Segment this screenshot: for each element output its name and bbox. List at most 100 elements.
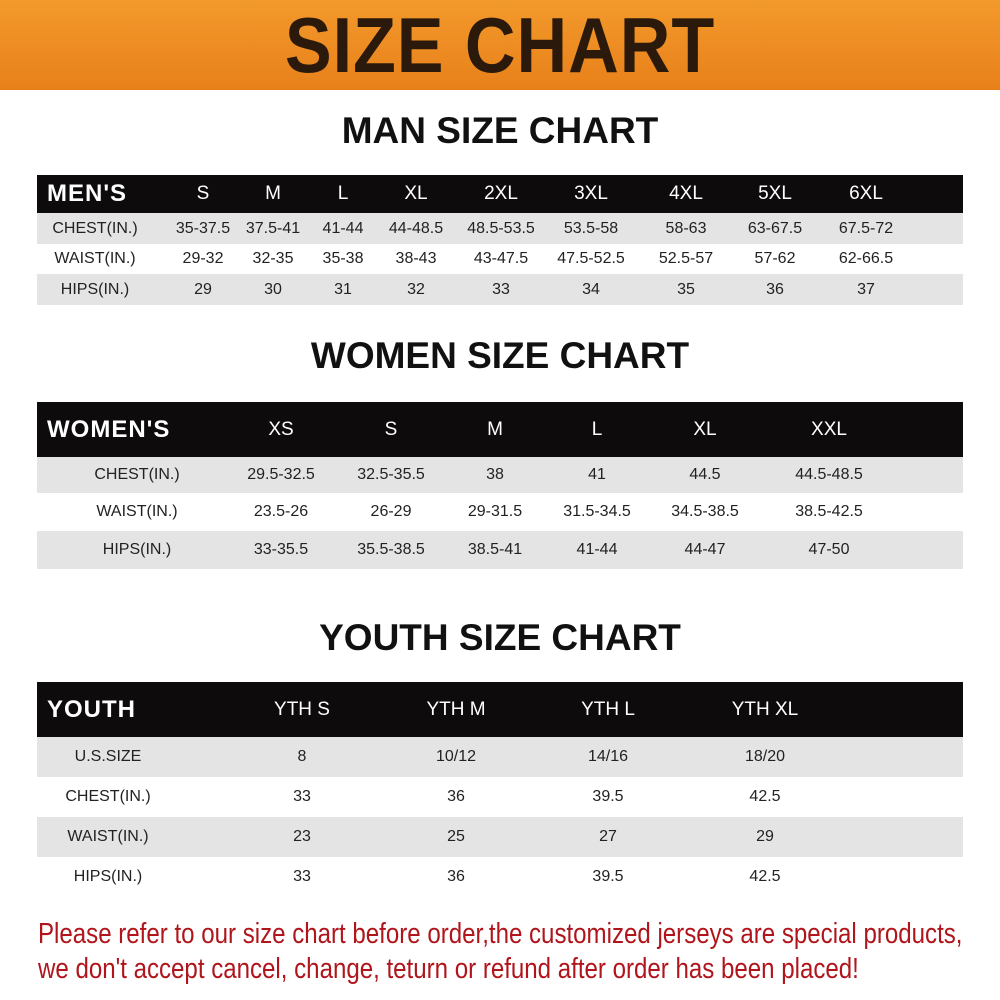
measurement-label: WAIST(IN.) — [67, 828, 149, 845]
table-cell: 47-50 — [808, 541, 850, 558]
table-cell: 38-43 — [395, 250, 437, 267]
notice-line-1: Please refer to our size chart before or… — [38, 918, 963, 950]
table-cell: 47.5-52.5 — [557, 250, 625, 267]
table-row: WAIST(IN.) 29-32 32-35 35-38 38-43 43-47.5 47.… — [37, 244, 963, 274]
table-group-label: YOUTH — [47, 695, 136, 723]
table-cell: 26-29 — [370, 503, 412, 520]
table-cell: 58-63 — [665, 219, 707, 237]
size-column-header: M — [265, 183, 281, 204]
size-column-header: 3XL — [574, 183, 608, 204]
table-cell: 44.5 — [689, 466, 721, 483]
table-cell: 52.5-57 — [658, 250, 714, 267]
size-column-header: 4XL — [669, 183, 703, 204]
page-title-text: SIZE CHART — [284, 0, 716, 89]
table-cell: 29 — [194, 280, 212, 298]
table-cell: 63-67.5 — [747, 219, 803, 237]
table-cell: 35.5-38.5 — [357, 541, 425, 558]
table-row: HIPS(IN.) 29 30 31 32 33 34 35 36 37 — [37, 274, 963, 305]
table-cell: 29.5-32.5 — [247, 466, 315, 483]
table-cell: 53.5-58 — [563, 219, 619, 237]
table-cell: 41-44 — [576, 541, 618, 558]
table-header-row: WOMEN'S XS S M L XL XXL — [37, 402, 963, 457]
size-column-header: YTH L — [581, 698, 635, 720]
table-cell: 27 — [599, 828, 617, 845]
men-section-title: MAN SIZE CHART — [341, 110, 659, 151]
table-cell: 36 — [447, 788, 465, 805]
title-banner — [0, 0, 1000, 90]
table-row: WAIST(IN.) 23.5-26 26-29 29-31.5 31.5-34.5 34… — [37, 493, 963, 531]
size-column-header: L — [591, 418, 603, 440]
measurement-label: CHEST(IN.) — [52, 219, 138, 237]
table-cell: 32-35 — [252, 250, 294, 267]
table-row: HIPS(IN.) 33 36 39.5 42.5 — [37, 857, 963, 897]
table-cell: 41 — [588, 466, 606, 483]
table-row: U.S.SIZE 8 10/12 14/16 18/20 — [37, 737, 963, 777]
size-column-header: S — [384, 418, 398, 440]
size-column-header: XL — [693, 418, 717, 440]
table-cell: 36 — [766, 280, 784, 298]
youth-section-title: YOUTH SIZE CHART — [319, 617, 681, 658]
measurement-label: HIPS(IN.) — [102, 541, 172, 558]
women-section-title: WOMEN SIZE CHART — [310, 335, 690, 376]
size-column-header: 5XL — [758, 183, 792, 204]
measurement-label: CHEST(IN.) — [65, 788, 151, 805]
table-cell: 44-48.5 — [388, 219, 444, 237]
size-column-header: XS — [268, 418, 294, 440]
page-title: SIZE CHART — [0, 0, 1000, 90]
table-cell: 23.5-26 — [253, 503, 309, 520]
size-column-header: XXL — [811, 418, 847, 440]
size-column-header: 6XL — [849, 183, 883, 204]
table-cell: 38 — [486, 466, 504, 483]
table-cell: 33 — [293, 868, 311, 885]
table-cell: 35-38 — [322, 250, 364, 267]
table-cell: 39.5 — [592, 788, 624, 805]
size-column-header: YTH M — [426, 698, 486, 720]
table-cell: 34.5-38.5 — [671, 503, 739, 520]
table-group-label: WOMEN'S — [47, 415, 171, 443]
table-cell: 57-62 — [754, 250, 796, 267]
size-column-header: XL — [404, 183, 428, 204]
table-cell: 67.5-72 — [838, 219, 894, 237]
size-column-header: YTH S — [274, 698, 330, 720]
table-cell: 38.5-41 — [467, 541, 523, 558]
table-row: WAIST(IN.) 23 25 27 29 — [37, 817, 963, 857]
table-cell: 25 — [447, 828, 465, 845]
size-column-header: M — [487, 418, 503, 440]
table-cell: 33-35.5 — [253, 541, 309, 558]
table-row: CHEST(IN.) 35-37.5 37.5-41 41-44 44-48.5 48.5… — [37, 213, 963, 244]
table-cell: 33 — [293, 788, 311, 805]
table-cell: 10/12 — [435, 748, 477, 765]
table-cell: 18/20 — [744, 748, 786, 765]
table-header-row: MEN'S S M L XL 2XL 3XL 4XL 5XL 6XL — [37, 175, 963, 213]
table-cell: 31 — [334, 280, 352, 298]
table-header-row: YOUTH YTH S YTH M YTH L YTH XL — [37, 682, 963, 737]
table-cell: 42.5 — [749, 868, 781, 885]
table-cell: 48.5-53.5 — [467, 219, 535, 237]
table-row: HIPS(IN.) 33-35.5 35.5-38.5 38.5-41 41-44 44-… — [37, 531, 963, 569]
table-cell: 31.5-34.5 — [563, 503, 631, 520]
table-cell: 36 — [447, 868, 465, 885]
notice-line-2: we don't accept cancel, change, teturn o… — [38, 953, 859, 985]
measurement-label: HIPS(IN.) — [60, 280, 130, 298]
table-cell: 32.5-35.5 — [357, 466, 425, 483]
table-cell: 29 — [756, 828, 774, 845]
table-row: CHEST(IN.) 33 36 39.5 42.5 — [37, 777, 963, 817]
table-cell: 35-37.5 — [175, 219, 231, 237]
table-cell: 37.5-41 — [245, 219, 301, 237]
table-cell: 44.5-48.5 — [795, 466, 863, 483]
measurement-label: WAIST(IN.) — [54, 250, 136, 267]
table-cell: 23 — [293, 828, 311, 845]
table-cell: 39.5 — [592, 868, 624, 885]
table-cell: 37 — [857, 280, 875, 298]
table-cell: 43-47.5 — [473, 250, 529, 267]
size-column-header: 2XL — [484, 183, 518, 204]
measurement-label: HIPS(IN.) — [73, 868, 143, 885]
table-group-label: MEN'S — [47, 180, 128, 207]
table-cell: 29-31.5 — [467, 503, 523, 520]
table-cell: 42.5 — [749, 788, 781, 805]
table-cell: 38.5-42.5 — [795, 503, 863, 520]
table-cell: 41-44 — [322, 219, 364, 237]
measurement-label: WAIST(IN.) — [96, 503, 178, 520]
table-cell: 33 — [492, 280, 510, 298]
size-column-header: YTH XL — [731, 698, 799, 720]
